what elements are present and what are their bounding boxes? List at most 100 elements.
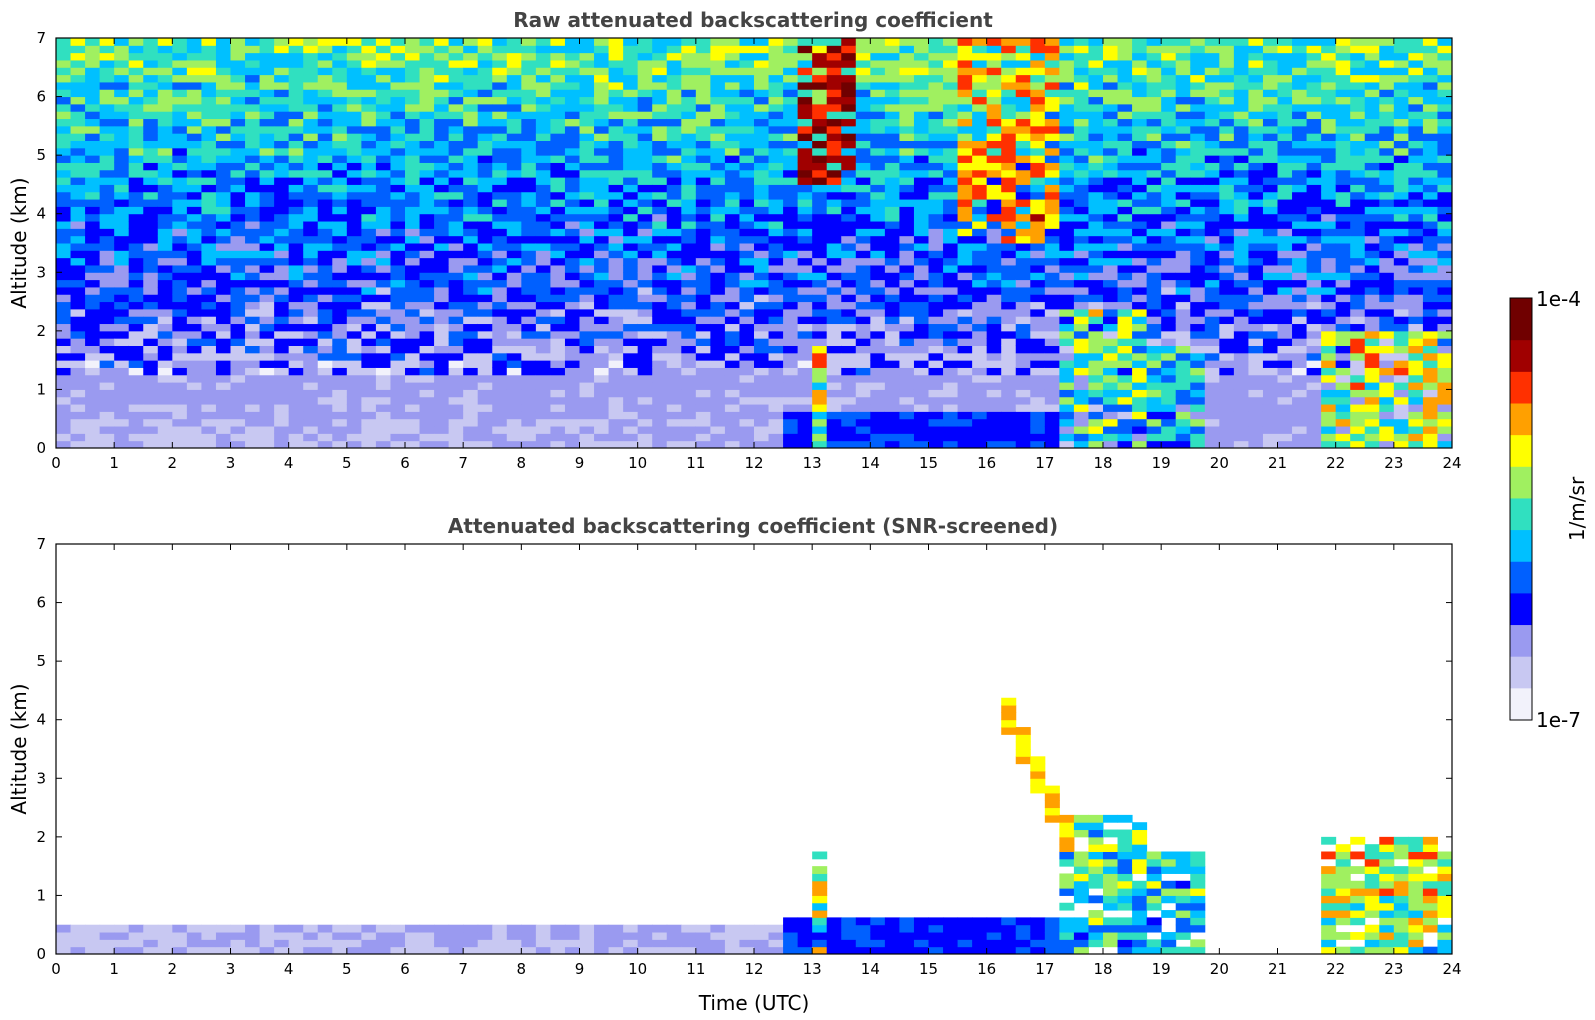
heatmap-cell: [230, 418, 246, 427]
heatmap-cell: [608, 440, 624, 449]
heatmap-cell: [390, 133, 406, 141]
heatmap-cell: [972, 52, 988, 61]
heatmap-cell: [608, 155, 624, 163]
heatmap-cell: [1132, 59, 1148, 68]
heatmap-cell: [724, 433, 740, 442]
heatmap-cell: [1335, 155, 1351, 163]
heatmap-cell: [506, 279, 522, 288]
heatmap-cell: [274, 103, 290, 112]
heatmap-cell: [841, 367, 857, 376]
heatmap-cell: [172, 133, 188, 141]
heatmap-cell: [928, 169, 944, 178]
heatmap-cell: [1248, 418, 1264, 427]
heatmap-cell: [186, 118, 202, 127]
heatmap-cell: [681, 316, 697, 325]
heatmap-cell: [710, 45, 726, 54]
heatmap-cell: [564, 396, 580, 405]
heatmap-cell: [695, 411, 711, 420]
heatmap-cell: [594, 81, 610, 90]
heatmap-cell: [666, 177, 682, 185]
heatmap-cell: [492, 74, 508, 83]
heatmap-cell: [1088, 177, 1104, 185]
heatmap-cell: [448, 38, 464, 46]
heatmap-cell: [99, 301, 115, 310]
heatmap-cell: [1292, 155, 1308, 163]
heatmap-cell: [1277, 199, 1293, 207]
heatmap-cell: [288, 169, 304, 178]
heatmap-cell: [739, 345, 755, 354]
heatmap-cell: [492, 228, 508, 237]
heatmap-cell: [114, 264, 130, 273]
heatmap-cell: [361, 404, 377, 412]
heatmap-cell: [521, 169, 537, 178]
heatmap-cell: [652, 426, 668, 434]
heatmap-cell: [56, 411, 72, 420]
heatmap-cell: [1103, 440, 1119, 449]
heatmap-cell: [1044, 125, 1060, 134]
heatmap-cell: [1073, 316, 1089, 325]
heatmap-cell: [1248, 272, 1264, 281]
heatmap-cell: [957, 294, 973, 303]
heatmap-cell: [390, 52, 406, 61]
heatmap-cell: [70, 147, 86, 156]
heatmap-cell: [259, 199, 275, 207]
heatmap-cell: [783, 184, 799, 193]
heatmap-cell: [521, 382, 537, 390]
heatmap-cell: [986, 250, 1002, 259]
heatmap-cell: [303, 89, 319, 98]
heatmap-cell: [375, 221, 391, 229]
heatmap-cell: [1262, 206, 1278, 215]
heatmap-cell: [812, 38, 828, 46]
heatmap-cell: [186, 191, 202, 200]
heatmap-cell: [259, 316, 275, 325]
heatmap-cell: [564, 367, 580, 376]
heatmap-cell: [826, 103, 842, 112]
heatmap-cell: [361, 440, 377, 449]
heatmap-cell: [1175, 330, 1191, 339]
heatmap-cell: [390, 59, 406, 68]
heatmap-cell: [215, 96, 231, 105]
heatmap-cell: [695, 345, 711, 354]
heatmap-cell: [855, 103, 871, 112]
heatmap-cell: [972, 440, 988, 449]
heatmap-cell: [1015, 213, 1031, 222]
heatmap-cell: [972, 155, 988, 163]
heatmap-cell: [1161, 213, 1177, 222]
heatmap-cell: [317, 433, 333, 442]
heatmap-cell: [841, 147, 857, 156]
heatmap-cell: [1001, 228, 1017, 237]
heatmap-cell: [1321, 418, 1337, 427]
heatmap-cell: [754, 147, 770, 156]
heatmap-cell: [1190, 118, 1206, 127]
heatmap-cell: [506, 81, 522, 90]
heatmap-cell: [143, 89, 159, 98]
heatmap-cell: [1204, 52, 1220, 61]
heatmap-cell: [85, 67, 101, 76]
heatmap-cell: [361, 228, 377, 237]
heatmap-cell: [608, 418, 624, 427]
heatmap-cell: [405, 272, 421, 281]
heatmap-cell: [608, 323, 624, 332]
heatmap-cell: [70, 308, 86, 317]
heatmap-cell: [710, 213, 726, 222]
heatmap-cell: [1262, 103, 1278, 112]
heatmap-cell: [274, 433, 290, 442]
heatmap-cell: [637, 147, 653, 156]
heatmap-cell: [812, 81, 828, 90]
heatmap-cell: [666, 426, 682, 434]
heatmap-cell: [1204, 111, 1220, 120]
heatmap-cell: [1015, 191, 1031, 200]
heatmap-cell: [652, 199, 668, 207]
heatmap-cell: [1219, 125, 1235, 134]
heatmap-cell: [143, 67, 159, 76]
heatmap-cell: [114, 169, 130, 178]
heatmap-cell: [1030, 169, 1046, 178]
heatmap-cell: [826, 38, 842, 46]
heatmap-cell: [1204, 45, 1220, 54]
heatmap-cell: [1321, 382, 1337, 390]
heatmap-cell: [56, 52, 72, 61]
heatmap-cell: [1059, 59, 1075, 68]
heatmap-cell: [637, 184, 653, 193]
heatmap-cell: [1117, 243, 1133, 251]
heatmap-cell: [783, 45, 799, 54]
